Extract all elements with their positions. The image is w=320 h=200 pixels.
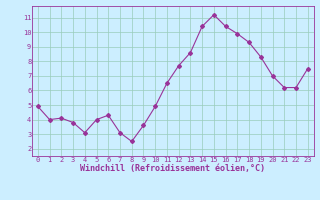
X-axis label: Windchill (Refroidissement éolien,°C): Windchill (Refroidissement éolien,°C): [80, 164, 265, 173]
